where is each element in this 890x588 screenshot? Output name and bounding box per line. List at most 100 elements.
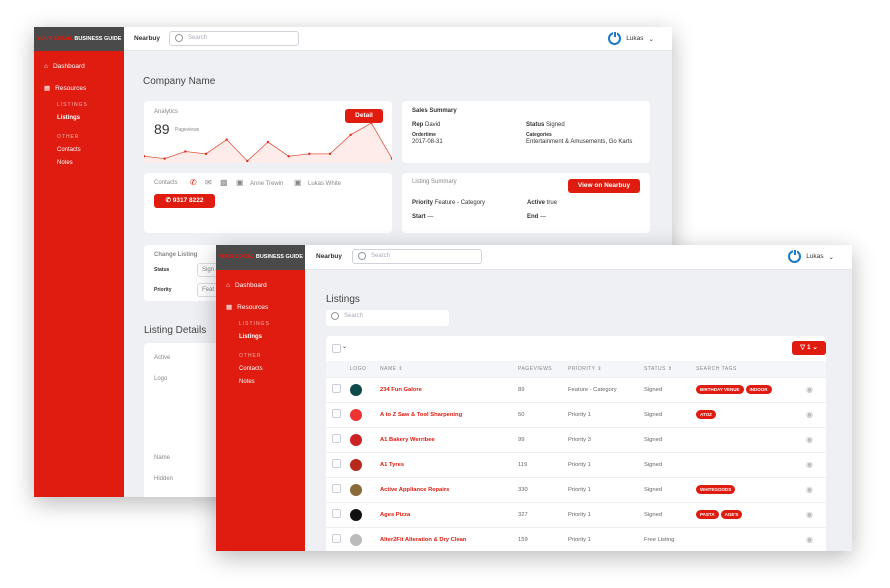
- row-checkbox[interactable]: [332, 534, 341, 543]
- column-header-status[interactable]: STATUS ⇕: [644, 361, 696, 378]
- section-label: LISTINGS: [239, 321, 270, 327]
- eye-icon[interactable]: ◉: [806, 460, 813, 469]
- user-menu[interactable]: Lukas ⌄: [608, 31, 654, 45]
- contact-card-icon: ▣: [294, 178, 302, 187]
- field-label: Priority: [154, 287, 172, 293]
- field-label: Status: [526, 122, 545, 128]
- row-checkbox[interactable]: [332, 509, 341, 518]
- brand-logo[interactable]: YOUR LOCAL BUSINESS GUIDE: [34, 27, 124, 51]
- row-checkbox[interactable]: [332, 409, 341, 418]
- eye-icon[interactable]: ◉: [806, 435, 813, 444]
- table-row[interactable]: Active Appliance Repairs 330 Priority 1 …: [326, 477, 826, 503]
- search-input[interactable]: Search: [352, 249, 482, 264]
- chevron-down-icon[interactable]: ⌄: [342, 344, 348, 350]
- field-value: Signed: [546, 122, 565, 128]
- field-label: Categories: [526, 132, 552, 138]
- sidebar-item-listings[interactable]: Listings: [57, 115, 81, 121]
- contact-card-icon: ▣: [236, 178, 244, 187]
- business-logo: [350, 533, 362, 546]
- status: Signed: [644, 452, 696, 478]
- filter-button[interactable]: ▽ 1 ⌄: [792, 341, 826, 355]
- user-menu[interactable]: Lukas ⌄: [788, 249, 834, 263]
- eye-icon[interactable]: ◉: [806, 410, 813, 419]
- brand-logo[interactable]: YOUR LOCAL BUSINESS GUIDE: [216, 245, 305, 270]
- search-tag[interactable]: AGE'S: [720, 510, 743, 519]
- sparkline-point: [144, 155, 146, 158]
- power-icon: [608, 31, 622, 45]
- contact-person[interactable]: Lukas White: [308, 181, 342, 187]
- field-value: true: [546, 200, 558, 206]
- pageview-count: 89: [154, 121, 170, 137]
- sidebar-item-notes[interactable]: Notes: [239, 379, 255, 385]
- email-icon[interactable]: ✉: [205, 178, 212, 187]
- listings-search-input[interactable]: Search: [326, 310, 449, 326]
- table-row[interactable]: A to Z Saw & Tool Sharpening 50 Priority…: [326, 402, 826, 428]
- column-header[interactable]: PAGEVIEWS: [518, 361, 568, 378]
- nearbuy-link[interactable]: Nearbuy: [316, 253, 343, 260]
- eye-icon[interactable]: ◉: [806, 535, 813, 544]
- eye-icon[interactable]: ◉: [806, 510, 813, 519]
- sidebar-item-notes[interactable]: Notes: [57, 160, 73, 166]
- search-input[interactable]: Search: [169, 31, 299, 46]
- search-icon: [175, 34, 183, 42]
- table-row[interactable]: 234 Fun Galore 89 Feature - Category Sig…: [326, 377, 826, 403]
- table-row[interactable]: A1 Tyres 119 Priority 1 Signed ◉: [326, 452, 826, 478]
- sidebar-item-resources[interactable]: ▦ Resources: [226, 303, 269, 312]
- select-all-checkbox[interactable]: [332, 344, 341, 353]
- listing-name[interactable]: Active Appliance Repairs: [380, 477, 518, 503]
- listing-name[interactable]: Alter2Fit Alteration & Dry Clean: [380, 527, 518, 551]
- detail-button[interactable]: Detail: [345, 109, 383, 123]
- power-icon: [788, 249, 802, 263]
- priority: Priority 1: [568, 402, 644, 428]
- pageviews: 330: [518, 477, 568, 503]
- table-row[interactable]: Ages Pizza 327 Priority 1 Signed PASTA AG…: [326, 502, 826, 528]
- column-header-priority[interactable]: PRIORITY ⇕: [568, 361, 644, 378]
- table-row[interactable]: A1 Bakery Werribee 99 Priority 3 Signed …: [326, 427, 826, 453]
- map-icon[interactable]: ▩: [220, 178, 228, 187]
- row-checkbox[interactable]: [332, 384, 341, 393]
- analytics-label: Analytics: [154, 109, 179, 115]
- search-icon: [331, 312, 339, 320]
- pageviews-sparkline: [144, 121, 392, 163]
- phone-icon[interactable]: ✆: [190, 178, 197, 187]
- pageviews: 119: [518, 452, 568, 478]
- search-tag[interactable]: INDOOR: [745, 385, 772, 394]
- tags: PASTA AGE'S: [696, 502, 806, 528]
- view-on-nearbuy-button[interactable]: View on Nearbuy: [568, 179, 640, 193]
- field-value: —: [427, 214, 434, 220]
- sidebar-item-listings[interactable]: Listings: [239, 334, 263, 340]
- row-checkbox[interactable]: [332, 484, 341, 493]
- listing-name[interactable]: A to Z Saw & Tool Sharpening: [380, 402, 518, 428]
- sidebar-item-contacts[interactable]: Contacts: [239, 366, 263, 372]
- tags: [696, 452, 806, 478]
- field-label: Priority: [412, 200, 434, 206]
- sidebar-item-dashboard[interactable]: ⌂ Dashboard: [44, 63, 85, 70]
- search-tag[interactable]: ATOZ: [696, 410, 716, 419]
- eye-icon[interactable]: ◉: [806, 485, 813, 494]
- contacts-label: Contacts: [154, 180, 178, 186]
- eye-icon[interactable]: ◉: [806, 385, 813, 394]
- field-value: 2017-08-31: [412, 139, 443, 145]
- search-tag[interactable]: WHITEGOODS: [696, 485, 736, 494]
- row-checkbox[interactable]: [332, 459, 341, 468]
- sidebar-item-dashboard[interactable]: ⌂ Dashboard: [226, 282, 267, 289]
- field-label: Active: [527, 200, 546, 206]
- table-row[interactable]: Alter2Fit Alteration & Dry Clean 159 Pri…: [326, 527, 826, 551]
- business-logo: [350, 508, 362, 521]
- sidebar-item-contacts[interactable]: Contacts: [57, 147, 81, 153]
- contact-person[interactable]: Anne Trewin: [250, 181, 284, 187]
- listing-name[interactable]: A1 Tyres: [380, 452, 518, 478]
- row-checkbox[interactable]: [332, 434, 341, 443]
- search-tag[interactable]: BIRTHDAY VENUE: [696, 385, 744, 394]
- nearbuy-link[interactable]: Nearbuy: [134, 35, 161, 42]
- search-tag[interactable]: PASTA: [696, 510, 719, 519]
- column-header-name[interactable]: NAME ⇕: [380, 361, 518, 378]
- call-button[interactable]: ✆ 9317 8222: [154, 194, 215, 208]
- listing-name[interactable]: 234 Fun Galore: [380, 377, 518, 403]
- listing-name[interactable]: A1 Bakery Werribee: [380, 427, 518, 453]
- sidebar-item-resources[interactable]: ▦ Resources: [44, 84, 87, 93]
- field-label: Logo: [154, 376, 168, 382]
- listing-name[interactable]: Ages Pizza: [380, 502, 518, 528]
- business-logo: [350, 458, 362, 471]
- listings-table-card: ⌄ ▽ 1 ⌄ LOGO NAME ⇕ PAGEVIEWS PRIORITY ⇕…: [326, 336, 826, 551]
